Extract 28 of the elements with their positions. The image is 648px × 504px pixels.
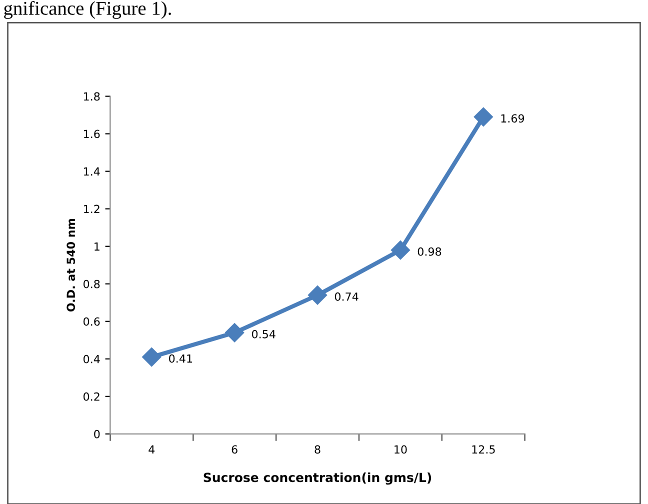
y-tick-label: 1.6	[84, 130, 100, 138]
x-axis-title: Sucrose concentration(in gms/L)	[204, 472, 432, 485]
y-tick-label: 0.4	[84, 354, 100, 364]
point	[308, 286, 328, 305]
x-tick-label: 6	[232, 445, 238, 454]
data-label: 0.41	[169, 354, 192, 363]
point	[474, 107, 493, 126]
y-tick-label: 1	[94, 242, 100, 251]
y-tick-label: 1.2	[84, 204, 100, 214]
data-label: 0.54	[252, 330, 276, 338]
x-tick-label: 10	[394, 445, 407, 454]
x-tick-label: 8	[314, 445, 320, 454]
x-tick-label: 4	[148, 445, 155, 454]
y-tick-label: 0.2	[84, 392, 100, 401]
text: gnificance (Figure 1).	[4, 1, 171, 19]
point	[225, 323, 244, 342]
data-label: 0.98	[418, 247, 442, 256]
x-tick-label: 12.5	[472, 445, 495, 454]
y-tick-label: 0	[94, 430, 100, 438]
point	[142, 347, 162, 367]
y-tick-label: 0.6	[84, 317, 100, 326]
y-tick-label: 1.4	[84, 167, 100, 176]
y-axis-title: O.D. at 540 nm	[66, 219, 76, 312]
point	[390, 240, 410, 260]
data-label: 1.69	[501, 114, 524, 123]
y-tick-label: 0.8	[84, 280, 100, 288]
data-label: 0.74	[334, 292, 358, 301]
y-tick-label: 1.8	[84, 92, 100, 101]
